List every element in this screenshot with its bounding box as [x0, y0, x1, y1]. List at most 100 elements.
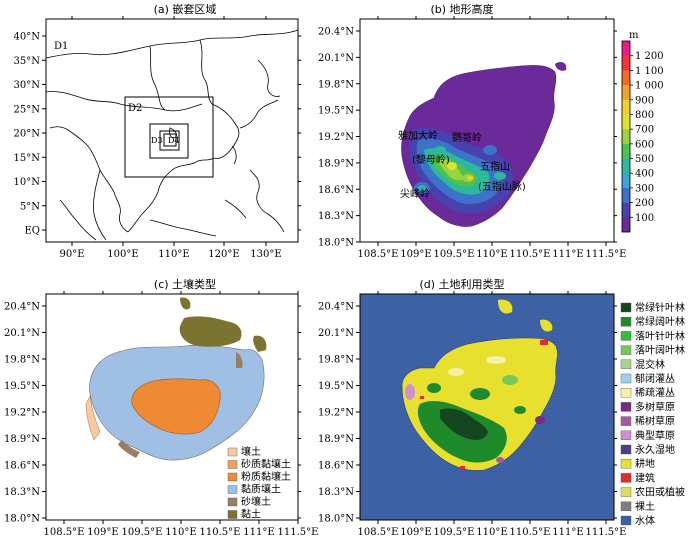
- y-tick-label: 25°N: [14, 104, 41, 115]
- y-tick-label: 20.4°N: [318, 302, 354, 313]
- legend-swatch: [620, 317, 632, 327]
- panel-a-d3-label: D3: [151, 136, 163, 145]
- panel-c-silty-clay-loam: [131, 378, 221, 435]
- colorbar-tick-label: 1 000: [635, 81, 664, 92]
- panel-b-highlands: [408, 128, 513, 214]
- x-tick-label: 111.5°E: [586, 249, 627, 260]
- legend-swatch: [620, 345, 632, 355]
- legend-label: 永久湿地: [635, 443, 675, 456]
- x-tick-label: 90°E: [59, 249, 84, 260]
- place-wuzhishan-range: (五指山脉): [478, 180, 526, 193]
- panel-d-title: (d) 土地利用类型: [419, 277, 504, 291]
- y-tick-label: 5°N: [20, 201, 40, 212]
- legend-label: 农田或植被: [635, 486, 685, 499]
- legend-swatch: [620, 302, 632, 313]
- x-tick-label: 130°E: [250, 249, 281, 260]
- place-wuzhishan: 五指山: [480, 160, 510, 173]
- y-tick-label: 20.1°N: [318, 328, 354, 339]
- x-tick-label: 111°E: [552, 527, 583, 538]
- colorbar-segment: [622, 173, 630, 189]
- legend-swatch: [227, 497, 238, 507]
- x-tick-label: 110°E: [476, 527, 507, 538]
- x-tick-label: 110°E: [476, 249, 507, 260]
- legend-label: 粉质黏壤土: [241, 470, 291, 483]
- y-tick-label: 18.9°N: [318, 434, 354, 445]
- x-tick-label: 108.5°E: [358, 527, 399, 538]
- y-tick-label: 19.8°N: [4, 355, 40, 366]
- colorbar-segment: [622, 99, 630, 115]
- panel-a-domains: [124, 96, 214, 178]
- panel-a-coastlines: [45, 29, 299, 241]
- y-tick-label: 19.8°N: [318, 79, 354, 90]
- legend-label: 郁闭灌丛: [635, 372, 675, 385]
- x-tick-label: 110°E: [158, 249, 189, 260]
- legend-label: 落叶针叶林: [635, 329, 685, 342]
- panel-b-title: (b) 地形高度: [430, 2, 493, 16]
- colorbar-tick-label: 600: [635, 139, 654, 150]
- y-tick-label: 19.2°N: [318, 408, 354, 419]
- panel-c-clay-north: [179, 316, 242, 347]
- colorbar-segment: [622, 114, 630, 130]
- legend-swatch: [227, 472, 238, 482]
- legend-label: 壤土: [241, 445, 261, 458]
- y-tick-label: 19.5°N: [4, 381, 40, 392]
- place-yajiadaling: 雅加大岭: [398, 129, 438, 142]
- panel-a: (a) 嵌套区域: [14, 3, 301, 260]
- legend-swatch: [620, 444, 632, 455]
- x-tick-label: 109.5°E: [434, 249, 475, 260]
- x-tick-label: 111°E: [552, 249, 583, 260]
- panel-c-frame: [45, 293, 299, 521]
- colorbar-segment: [622, 187, 630, 203]
- colorbar-tick-label: 800: [635, 110, 654, 121]
- legend-swatch: [227, 510, 238, 519]
- panel-a-d4-label: D4: [168, 136, 180, 145]
- colorbar-tick-label: 1 200: [635, 51, 664, 62]
- legend-swatch: [620, 459, 632, 469]
- x-tick-label: 109°E: [400, 527, 431, 538]
- y-tick-label: 19.8°N: [318, 355, 354, 366]
- y-tick-label: 20.1°N: [318, 53, 354, 64]
- x-tick-label: 110°E: [165, 527, 196, 538]
- y-tick-label: 18.9°N: [4, 434, 40, 445]
- colorbar-tick-label: 300: [635, 183, 654, 194]
- y-tick-label: 18.0°N: [318, 238, 354, 249]
- legend-swatch: [620, 359, 632, 369]
- legend-label: 耕地: [635, 457, 655, 470]
- x-tick-label: 111.5°E: [586, 527, 627, 538]
- y-tick-label: 20°N: [14, 129, 41, 140]
- x-tick-label: 110.5°E: [510, 527, 551, 538]
- colorbar-segment: [622, 70, 630, 86]
- y-tick-label: 40°N: [14, 32, 41, 43]
- colorbar-segment: [622, 143, 630, 159]
- legend-swatch: [620, 501, 632, 511]
- y-tick-label: 18.3°N: [318, 487, 354, 498]
- legend-swatch: [620, 373, 632, 384]
- x-tick-label: 100°E: [107, 249, 138, 260]
- y-tick-label: 18.6°N: [318, 185, 354, 196]
- colorbar-segment: [622, 202, 630, 218]
- place-limuling: (黎母岭): [412, 153, 450, 166]
- y-tick-label: 18.0°N: [4, 514, 40, 525]
- colorbar-tick-label: 100: [635, 213, 654, 224]
- legend-label: 常绿阔叶林: [635, 315, 685, 328]
- colorbar-tick-label: 700: [635, 125, 654, 136]
- legend-label: 典型草原: [635, 429, 675, 442]
- legend-label: 多树草原: [635, 400, 675, 413]
- legend-swatch: [620, 416, 632, 426]
- y-tick-label: 18.3°N: [318, 211, 354, 222]
- legend-label: 落叶阔叶林: [635, 344, 685, 357]
- colorbar-tick-label: 900: [635, 95, 654, 106]
- x-tick-label: 111.5°E: [278, 527, 319, 538]
- legend-swatch: [620, 487, 632, 497]
- legend-swatch: [620, 402, 632, 412]
- y-tick-label: 19.5°N: [318, 381, 354, 392]
- y-tick-label: 19.2°N: [318, 132, 354, 143]
- panel-a-d2-label: D2: [128, 103, 142, 114]
- legend-label: 混交林: [635, 358, 665, 371]
- legend-label: 砂质黏壤土: [241, 458, 291, 471]
- panel-d-forest: [405, 340, 548, 469]
- y-tick-label: 19.5°N: [318, 106, 354, 117]
- y-tick-label: 20.1°N: [4, 328, 40, 339]
